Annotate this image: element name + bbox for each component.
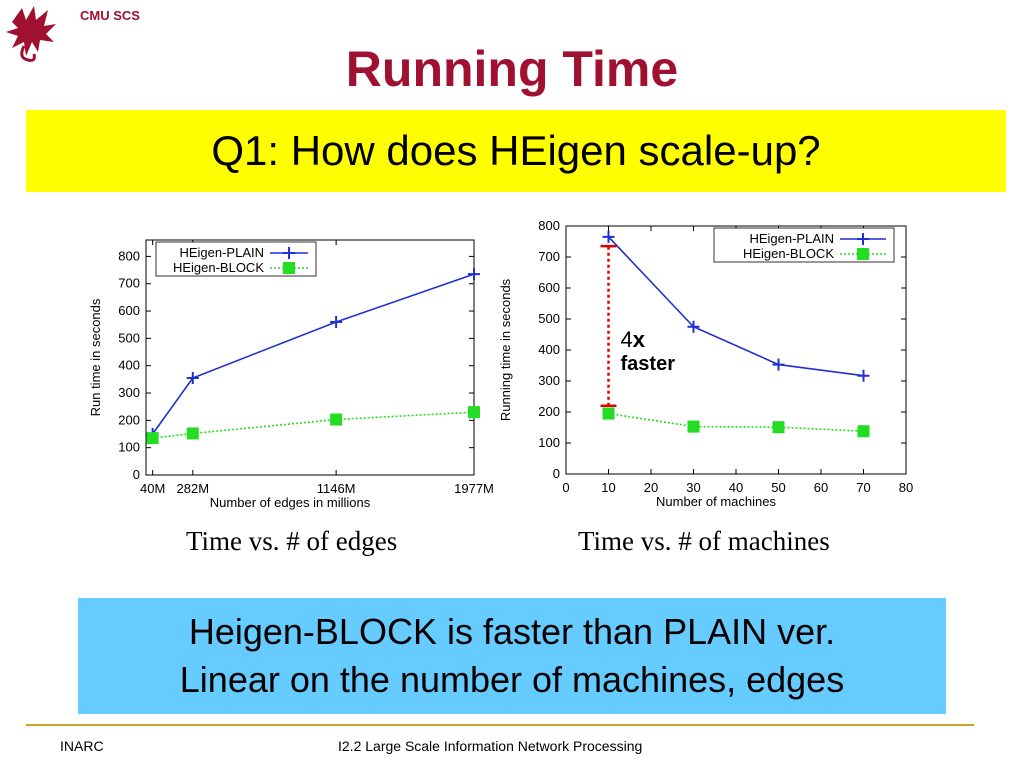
chart1-caption: Time vs. # of edges	[186, 526, 398, 556]
data-point-heigen-plain	[857, 369, 870, 382]
x-tick-label: 20	[644, 480, 658, 495]
annotation-line-1: 4x	[621, 327, 646, 352]
x-tick-label: 10	[601, 480, 615, 495]
x-axis-label: Number of edges in millions	[210, 495, 371, 510]
y-tick-label: 700	[118, 276, 140, 291]
footer-center: I2.2 Large Scale Information Network Pro…	[338, 738, 643, 754]
plot-frame	[565, 225, 907, 475]
data-point-heigen-plain	[330, 315, 343, 328]
cmu-griffin-logo-icon	[6, 6, 56, 62]
summary-line-1: Heigen-BLOCK is faster than PLAIN ver.	[188, 611, 836, 652]
org-label: CMU SCS	[80, 8, 140, 23]
y-tick-label: 600	[118, 303, 140, 318]
x-tick-label: 0	[562, 480, 569, 495]
data-point-heigen-block	[602, 407, 615, 420]
y-tick-label: 200	[538, 404, 560, 419]
y-tick-label: 200	[118, 412, 140, 427]
x-tick-label: 40M	[140, 481, 165, 496]
x-tick-label: 40	[729, 480, 743, 495]
summary-box: Heigen-BLOCK is faster than PLAIN ver. L…	[78, 598, 946, 714]
data-point-heigen-plain	[772, 358, 785, 371]
x-tick-label: 80	[899, 480, 913, 495]
x-tick-label: 1977M	[454, 481, 494, 496]
legend-marker	[857, 248, 869, 260]
data-point-heigen-plain	[186, 371, 199, 384]
legend-marker	[857, 233, 869, 245]
plot-frame	[145, 239, 475, 476]
y-axis-label: Running time in seconds	[498, 278, 513, 421]
legend-marker	[283, 247, 295, 259]
chart2-caption: Time vs. # of machines	[578, 526, 830, 556]
x-tick-label: 50	[771, 480, 785, 495]
data-point-heigen-block	[687, 420, 700, 433]
y-tick-label: 400	[538, 342, 560, 357]
data-point-heigen-plain	[468, 268, 480, 281]
y-tick-label: 700	[538, 249, 560, 264]
annotation-line-2: faster	[621, 353, 676, 375]
data-point-heigen-block	[772, 421, 785, 434]
series-line-heigen-plain	[607, 236, 864, 377]
series-line-heigen-block	[608, 412, 864, 433]
y-tick-label: 100	[118, 440, 140, 455]
y-tick-label: 500	[118, 330, 140, 345]
footer-left: INARC	[60, 738, 104, 754]
y-tick-label: 500	[538, 311, 560, 326]
legend-label: HEigen-BLOCK	[743, 246, 834, 261]
summary-line-2: Linear on the number of machines, edges	[179, 659, 845, 700]
data-point-heigen-block	[330, 413, 343, 426]
y-tick-label: 0	[133, 467, 140, 482]
x-tick-label: 1146M	[317, 481, 356, 496]
y-tick-label: 100	[538, 435, 560, 450]
y-tick-label: 600	[538, 280, 560, 295]
legend-label: HEigen-PLAIN	[179, 245, 264, 260]
chart-time-vs-machines: 0 100 200 300 400 500 600 700 800 0 10 20 30 40 50 60 70…	[498, 218, 913, 509]
x-tick-label: 282M	[177, 481, 210, 496]
data-point-heigen-block	[146, 432, 159, 445]
question-banner: Q1: How does HEigen scale-up?	[26, 110, 1006, 192]
y-axis-label: Run time in seconds	[88, 298, 103, 416]
data-point-heigen-block	[857, 425, 870, 438]
legend-label: HEigen-PLAIN	[749, 231, 834, 246]
series-line-heigen-block	[152, 411, 475, 439]
x-tick-label: 70	[856, 480, 870, 495]
y-tick-label: 800	[538, 218, 560, 233]
data-point-heigen-block	[468, 406, 480, 419]
legend-label: HEigen-BLOCK	[173, 260, 264, 275]
footer-divider	[26, 724, 974, 726]
y-tick-label: 300	[538, 373, 560, 388]
y-tick-label: 300	[118, 385, 140, 400]
legend-marker	[283, 262, 295, 274]
data-point-heigen-plain	[602, 230, 615, 243]
y-tick-label: 0	[553, 466, 560, 481]
question-text: Q1: How does HEigen scale-up?	[211, 127, 821, 174]
y-tick-label: 800	[118, 248, 140, 263]
data-point-heigen-block	[186, 427, 199, 440]
x-tick-label: 60	[814, 480, 828, 495]
chart-time-vs-edges: 0 100 200 300 400 500 600 700 800 40M 282M 1146M 197…	[88, 239, 494, 510]
slide-title: Running Time	[345, 41, 679, 97]
x-tick-label: 30	[686, 480, 700, 495]
data-point-heigen-plain	[687, 320, 700, 333]
y-tick-label: 400	[118, 358, 140, 373]
series-line-heigen-plain	[151, 273, 475, 435]
x-axis-label: Number of machines	[656, 494, 776, 509]
